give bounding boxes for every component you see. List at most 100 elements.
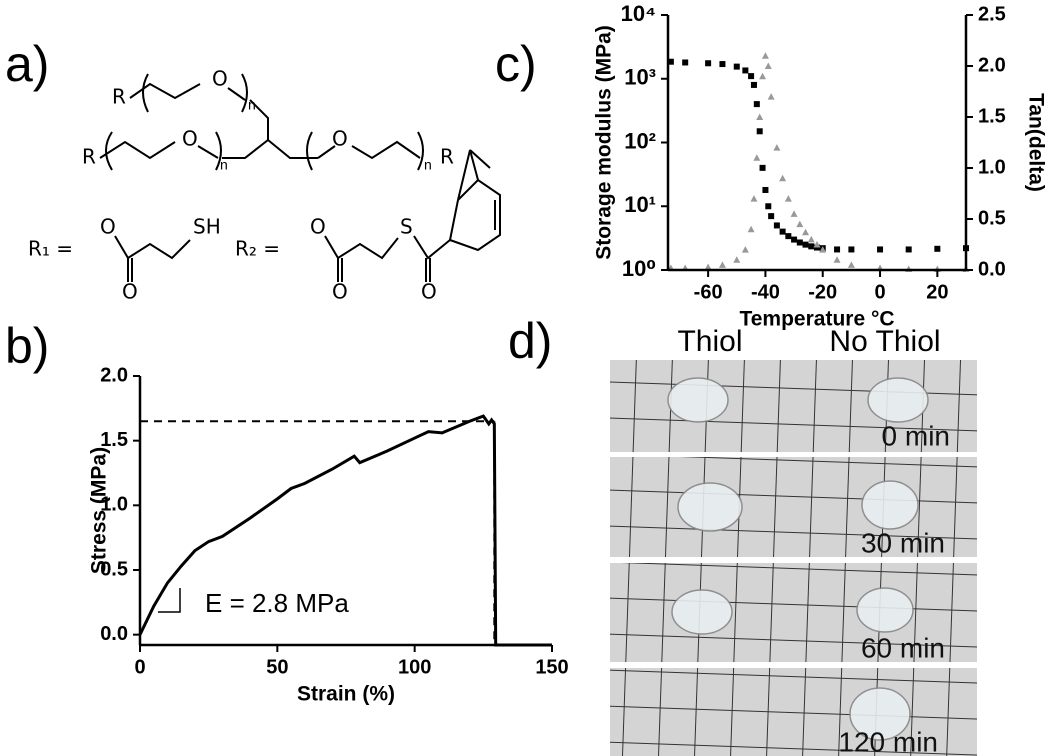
atom: R: [440, 145, 454, 169]
paren: [417, 131, 424, 171]
point: [762, 186, 769, 193]
bond: [127, 258, 133, 282]
y-tick-label: 0.5: [100, 558, 128, 580]
point: [847, 261, 855, 268]
photo: [610, 563, 977, 662]
atom: n: [248, 97, 256, 113]
bond: [197, 145, 219, 159]
y-tick-label: 10¹: [624, 192, 656, 217]
x-tick-label: 100: [398, 656, 431, 678]
x-tick-label: 20: [926, 281, 948, 303]
y2-axis-label: Tan(delta): [1024, 93, 1047, 192]
x-axis-label: Temperature °C: [739, 308, 894, 331]
point: [767, 93, 775, 100]
panel-label: d): [508, 313, 552, 369]
point: [819, 246, 827, 253]
photo: [610, 668, 977, 756]
point: [790, 210, 798, 217]
paren: [241, 73, 248, 113]
point: [834, 246, 841, 253]
bond: [351, 140, 421, 160]
atom: O: [332, 127, 348, 151]
y-tick-label: 10⁰: [622, 256, 656, 281]
point: [833, 256, 841, 263]
point: [784, 195, 792, 202]
atom: R: [82, 145, 96, 169]
bond: [99, 140, 176, 160]
point: [807, 235, 815, 243]
point: [756, 128, 763, 135]
point: [753, 154, 761, 161]
atom: R₂ =: [235, 237, 280, 261]
bond: [413, 235, 451, 260]
y2-tick-label: 2.0: [978, 54, 1006, 76]
y2-tick-label: 0.5: [978, 207, 1006, 229]
point: [733, 63, 740, 70]
atom: n: [220, 157, 228, 173]
panel-label: c): [495, 36, 537, 92]
point: [785, 233, 792, 240]
y-tick-label: 0.0: [100, 623, 128, 645]
structure: R O n R O n O n R R₁ = O O SH R₂ = O O S: [28, 67, 501, 304]
photo-time: 30 min: [861, 527, 945, 558]
paren: [105, 131, 113, 171]
atom: n: [424, 157, 432, 173]
x-tick-label: 150: [535, 656, 568, 678]
point: [779, 228, 786, 235]
y-tick-label: 10²: [624, 128, 656, 153]
point: [814, 244, 820, 251]
y-tick-label: 2.0: [100, 364, 128, 386]
x-tick-label: -60: [694, 281, 723, 303]
drops: [667, 377, 929, 741]
y2-tick-label: 1.5: [978, 105, 1006, 127]
atom: R₁ =: [28, 237, 73, 261]
atom: O: [332, 280, 348, 304]
y2-tick-label: 1.0: [978, 156, 1006, 178]
slope-marker: [158, 588, 181, 613]
point: [791, 236, 798, 243]
bond: [324, 235, 399, 260]
point: [682, 59, 689, 66]
photo-header: Thiol: [677, 325, 742, 358]
point: [773, 222, 780, 229]
photo-time: 60 min: [861, 632, 945, 663]
point: [813, 241, 821, 248]
bond: [317, 145, 336, 159]
point: [756, 113, 764, 120]
point: [796, 220, 804, 228]
panel-label: a): [5, 36, 49, 92]
y2-tick-label: 2.5: [978, 3, 1006, 25]
point: [764, 62, 772, 69]
point: [934, 245, 941, 252]
atom: O: [421, 280, 437, 304]
point: [765, 203, 772, 210]
point: [742, 67, 749, 74]
atom: S: [400, 215, 413, 239]
bond: [249, 99, 269, 140]
point: [796, 239, 803, 246]
point: [802, 241, 809, 248]
point: [768, 213, 775, 220]
y2-tick-label: 0.0: [978, 258, 1006, 280]
point: [877, 246, 884, 253]
atom: O: [182, 127, 198, 151]
x-tick-label: 0: [874, 281, 885, 303]
point: [747, 225, 755, 233]
y-axis-label: Stress (MPa): [88, 447, 111, 574]
y-axis-label: Storage modulus (MPa): [593, 25, 616, 260]
point: [753, 101, 760, 108]
bond: [425, 258, 431, 282]
paren: [215, 131, 222, 171]
atom: O: [310, 215, 326, 239]
point: [761, 52, 769, 59]
point: [802, 228, 810, 236]
bond: [227, 87, 246, 101]
point: [741, 246, 749, 253]
paren: [306, 131, 313, 171]
bond: [337, 258, 343, 282]
atom: O: [122, 280, 138, 304]
x-tick-label: -40: [751, 281, 780, 303]
point: [750, 195, 758, 202]
point: [759, 164, 766, 171]
atom: R: [112, 85, 126, 109]
